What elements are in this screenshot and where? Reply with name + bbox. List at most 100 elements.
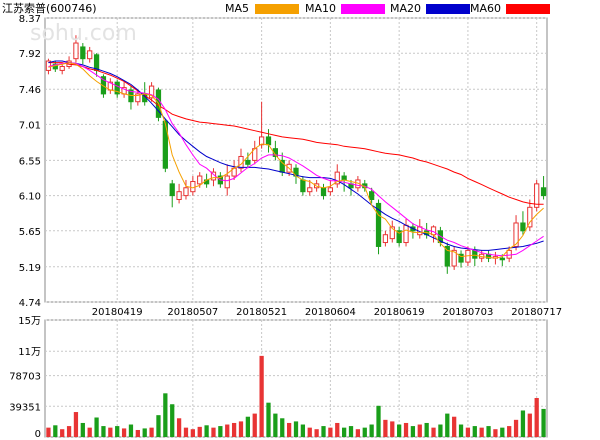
stock-title: 江苏索普(600746) — [2, 1, 97, 15]
volume-bar — [108, 427, 113, 437]
candle-body — [369, 191, 375, 201]
volume-bar — [197, 426, 202, 437]
candle-body — [265, 136, 272, 146]
volume-bar — [238, 421, 244, 437]
date-tick-label: 20180717 — [511, 307, 562, 318]
candle-body — [258, 136, 265, 146]
legend-label: MA5 — [225, 2, 249, 15]
volume-bar — [252, 413, 257, 437]
volume-bar — [266, 402, 271, 437]
volume-bar — [128, 424, 134, 437]
candle-body — [403, 224, 409, 244]
volume-bar — [472, 426, 477, 437]
candle-body — [327, 187, 334, 193]
volume-panel: 15万 11万 78703 39351 0 — [9, 316, 548, 440]
volume-bar — [465, 427, 471, 437]
candle-body — [80, 46, 86, 60]
price-tick-label: 7.01 — [19, 120, 41, 131]
volume-bar — [527, 413, 532, 437]
volume-bar — [46, 427, 51, 437]
candle-body — [499, 257, 505, 261]
date-tick-label: 20180521 — [236, 307, 287, 318]
volume-bar — [115, 426, 120, 437]
volume-bar — [66, 426, 72, 437]
candle-body — [458, 253, 464, 263]
legend-label: MA60 — [470, 2, 501, 15]
volume-bar — [293, 421, 299, 437]
volume-bar — [280, 418, 285, 437]
volume-bar — [500, 427, 505, 437]
volume-bar — [286, 422, 292, 437]
volume-bar — [369, 424, 374, 437]
candle-body — [389, 226, 395, 240]
volume-bar — [273, 413, 278, 437]
volume-tick-label: 0 — [35, 429, 41, 440]
candle-body — [527, 206, 533, 228]
volume-tick-label: 15万 — [18, 316, 41, 327]
volume-bar — [424, 422, 429, 437]
volume-bar — [355, 429, 361, 437]
volume-bar — [335, 422, 340, 437]
candle-body — [534, 183, 540, 208]
price-frame — [44, 17, 548, 303]
price-tick-label: 7.92 — [19, 49, 41, 60]
candle-body — [334, 171, 340, 185]
volume-bar — [60, 429, 65, 437]
price-tick-label: 5.19 — [19, 263, 41, 274]
price-panel: 8.37 7.92 7.46 7.01 6.55 6.10 5.65 5.19 4.74 2018… — [19, 14, 562, 318]
candle-body — [375, 202, 382, 247]
candle-body — [148, 85, 155, 99]
volume-bar — [321, 426, 326, 437]
volume-bar — [328, 427, 333, 437]
volume-bar — [493, 429, 498, 437]
candle-body — [451, 249, 457, 267]
volume-bar — [190, 429, 195, 437]
volume-bar — [183, 427, 189, 437]
volume-bar — [87, 427, 92, 437]
volume-bar — [156, 415, 161, 437]
volume-bar — [362, 427, 367, 437]
candle-body — [245, 159, 251, 165]
volume-bar — [410, 426, 416, 437]
price-tick-label: 6.10 — [19, 192, 41, 203]
volume-bar — [259, 355, 264, 437]
volume-bar — [218, 426, 223, 437]
legend-swatch — [255, 4, 299, 14]
volume-bar — [121, 428, 127, 437]
volume-bar — [438, 424, 443, 437]
volume-bar — [204, 425, 209, 437]
chart-header: sohu.com 江苏索普(600746) MA5 MA10 MA20 MA60 — [2, 1, 550, 46]
candle-body — [320, 187, 327, 197]
date-tick-label: 20180604 — [305, 307, 356, 318]
candle-body — [382, 234, 389, 244]
volume-bar — [458, 424, 464, 437]
candle-body — [307, 187, 313, 193]
volume-bar — [403, 422, 409, 437]
candle-body — [396, 230, 402, 244]
candle-body — [87, 50, 93, 60]
candle-body — [197, 175, 203, 185]
legend-swatch — [426, 4, 470, 14]
candle-body — [513, 222, 519, 247]
volume-bar — [94, 417, 99, 437]
volume-bar — [390, 421, 395, 437]
price-tick-label: 8.37 — [19, 14, 41, 25]
candle-body — [162, 120, 168, 169]
volume-bar — [231, 422, 237, 437]
volume-tick-label: 39351 — [9, 402, 41, 413]
candle-body — [183, 187, 189, 197]
volume-bar — [149, 427, 154, 437]
volume-bar — [225, 424, 230, 437]
volume-bar — [176, 418, 182, 437]
date-tick-label: 20180419 — [92, 307, 143, 318]
legend-label: MA10 — [305, 2, 336, 15]
legend-swatch — [506, 4, 550, 14]
date-tick-label: 20180703 — [442, 307, 493, 318]
volume-bar — [534, 398, 539, 437]
volume-bar — [73, 412, 79, 437]
candle-body — [100, 76, 107, 95]
volume-bar — [314, 429, 319, 437]
candle-body — [176, 191, 182, 201]
ma-legend: MA5 MA10 MA20 MA60 — [225, 2, 550, 15]
volume-bar — [417, 424, 422, 437]
